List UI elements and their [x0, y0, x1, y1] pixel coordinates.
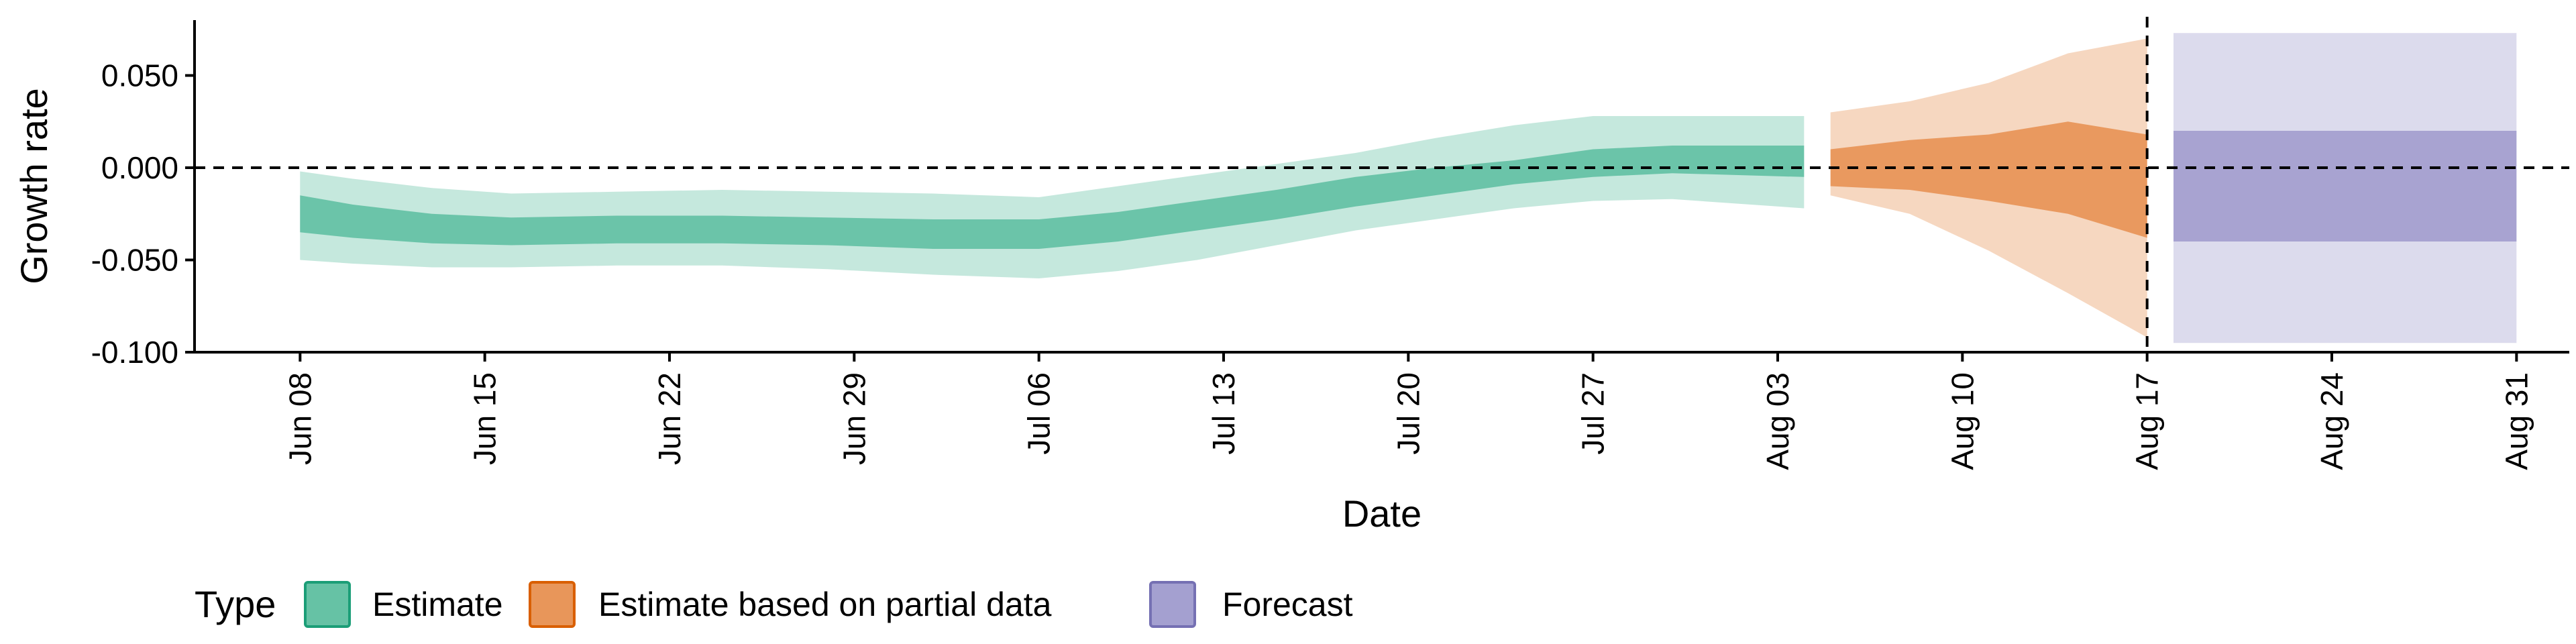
y-axis-title: Growth rate [13, 88, 55, 284]
x-tick-label: Aug 31 [2499, 372, 2534, 470]
legend-label-estimate: Estimate [372, 586, 503, 623]
x-tick-label: Jul 27 [1576, 372, 1611, 455]
x-tick-label: Jul 13 [1206, 372, 1241, 455]
estimate-outer-ribbon [300, 116, 1805, 278]
y-tick-label: 0.050 [101, 58, 178, 93]
x-tick-label: Jun 29 [837, 372, 871, 465]
y-tick-label: -0.100 [91, 335, 178, 370]
x-tick-label: Jul 20 [1391, 372, 1426, 455]
x-tick-label: Jun 15 [468, 372, 502, 465]
legend-swatch-forecast [1149, 581, 1196, 628]
forecast-inner-ribbon [2174, 131, 2517, 241]
estimate-inner-ribbon [300, 146, 1805, 249]
x-axis-title: Date [1342, 492, 1421, 535]
y-axis-ticks: 0.050 0.000 -0.050 -0.100 [91, 58, 195, 370]
x-axis-ticks: Jun 08 Jun 15 Jun 22 Jun 29 Jul 06 Jul 13 Jul … [282, 352, 2534, 470]
y-tick-label: 0.000 [101, 150, 178, 185]
x-tick-label: Jul 06 [1022, 372, 1057, 455]
x-tick-label: Aug 03 [1760, 372, 1795, 470]
legend-swatch-estimate-based-on-partial-data [529, 581, 576, 628]
legend-label-estimate-based-on-partial-data: Estimate based on partial data [598, 586, 1052, 623]
x-tick-label: Aug 24 [2314, 372, 2349, 470]
legend-label-forecast: Forecast [1222, 586, 1353, 623]
x-tick-label: Aug 10 [1945, 372, 1980, 470]
legend-title: Type [195, 583, 276, 625]
x-tick-label: Jun 22 [652, 372, 687, 465]
ribbon-layer [300, 33, 2517, 343]
legend-entries: Estimate Estimate based on partial data Fo… [304, 581, 1353, 628]
y-tick-label: -0.050 [91, 243, 178, 278]
legend-swatch-estimate [304, 581, 351, 628]
x-tick-label: Jun 08 [282, 372, 317, 465]
estimate-based-on-partial-data-inner-ribbon [1830, 121, 2147, 238]
reference-lines [195, 17, 2569, 352]
x-tick-label: Aug 17 [2130, 372, 2165, 470]
legend: Type Estimate Estimate based on partial d… [195, 581, 1353, 628]
